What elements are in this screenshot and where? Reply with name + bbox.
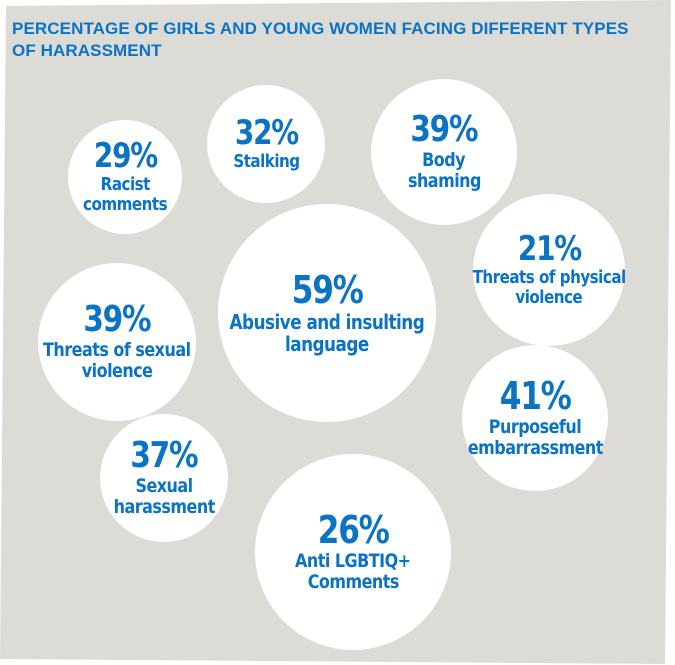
- bubble-racist-comments: 29% Racist comments: [68, 120, 182, 234]
- bubble-label-abusive-and-insulting-language: language: [285, 332, 369, 356]
- bubble-label-anti-lgbtiqplus-comments: Comments: [307, 571, 399, 593]
- bubble-label-sexual-harassment: Sexual: [135, 474, 193, 497]
- bubble-label-purposeful-embarrassment: embarrassment: [467, 437, 603, 459]
- bubble-label-purposeful-embarrassment: Purposeful: [488, 415, 582, 438]
- bubble-label-sexual-harassment: harassment: [113, 496, 215, 518]
- bubble-abusive-and-insulting-language: 59% Abusive and insulting language: [218, 204, 436, 422]
- bubble-threats-of-sexual-violence: 39% Threats of sexual violence: [38, 263, 196, 421]
- bubble-value-threats-of-sexual-violence: 39%: [83, 298, 152, 340]
- bubble-label-anti-lgbtiqplus-comments: Anti LGBTIQ+: [295, 549, 411, 572]
- bubble-label-body-shaming: Body: [422, 148, 466, 171]
- bubble-anti-lgbtiqplus-comments: 26% Anti LGBTIQ+ Comments: [255, 454, 451, 650]
- bubble-label-threats-of-sexual-violence: violence: [81, 360, 153, 382]
- bubble-value-abusive-and-insulting-language: 59%: [291, 267, 364, 312]
- bubble-value-anti-lgbtiqplus-comments: 26%: [317, 507, 390, 552]
- bubble-label-threats-of-physical-violence: violence: [515, 287, 583, 308]
- bubble-label-stalking: Stalking: [232, 150, 300, 172]
- bubble-threats-of-physical-violence: 21% Threats of physical violence: [472, 194, 626, 346]
- bubble-label-abusive-and-insulting-language: Abusive and insulting: [229, 309, 425, 334]
- bubble-sexual-harassment: 37% Sexual harassment: [100, 414, 228, 542]
- bubble-value-purposeful-embarrassment: 41%: [499, 373, 572, 418]
- bubble-value-racist-comments: 29%: [93, 135, 157, 176]
- bubble-purposeful-embarrassment: 41% Purposeful embarrassment: [462, 345, 608, 491]
- bubble-body-shaming: 39% Body shaming: [371, 79, 517, 225]
- bubble-label-racist-comments: comments: [82, 194, 168, 215]
- bubble-value-stalking: 32%: [234, 112, 298, 153]
- chart-title: PERCENTAGE OF GIRLS AND YOUNG WOMEN FACI…: [12, 19, 629, 60]
- bubble-stalking: 32% Stalking: [207, 85, 325, 203]
- bubble-label-threats-of-physical-violence: Threats of physical: [472, 266, 626, 288]
- bubble-label-body-shaming: shaming: [407, 170, 481, 192]
- bubble-value-threats-of-physical-violence: 21%: [517, 228, 581, 269]
- bubble-label-racist-comments: Racist: [100, 173, 150, 195]
- bubble-value-body-shaming: 39%: [410, 108, 479, 150]
- bubble-label-threats-of-sexual-violence: Threats of sexual: [43, 338, 191, 361]
- bubble-value-sexual-harassment: 37%: [130, 434, 199, 476]
